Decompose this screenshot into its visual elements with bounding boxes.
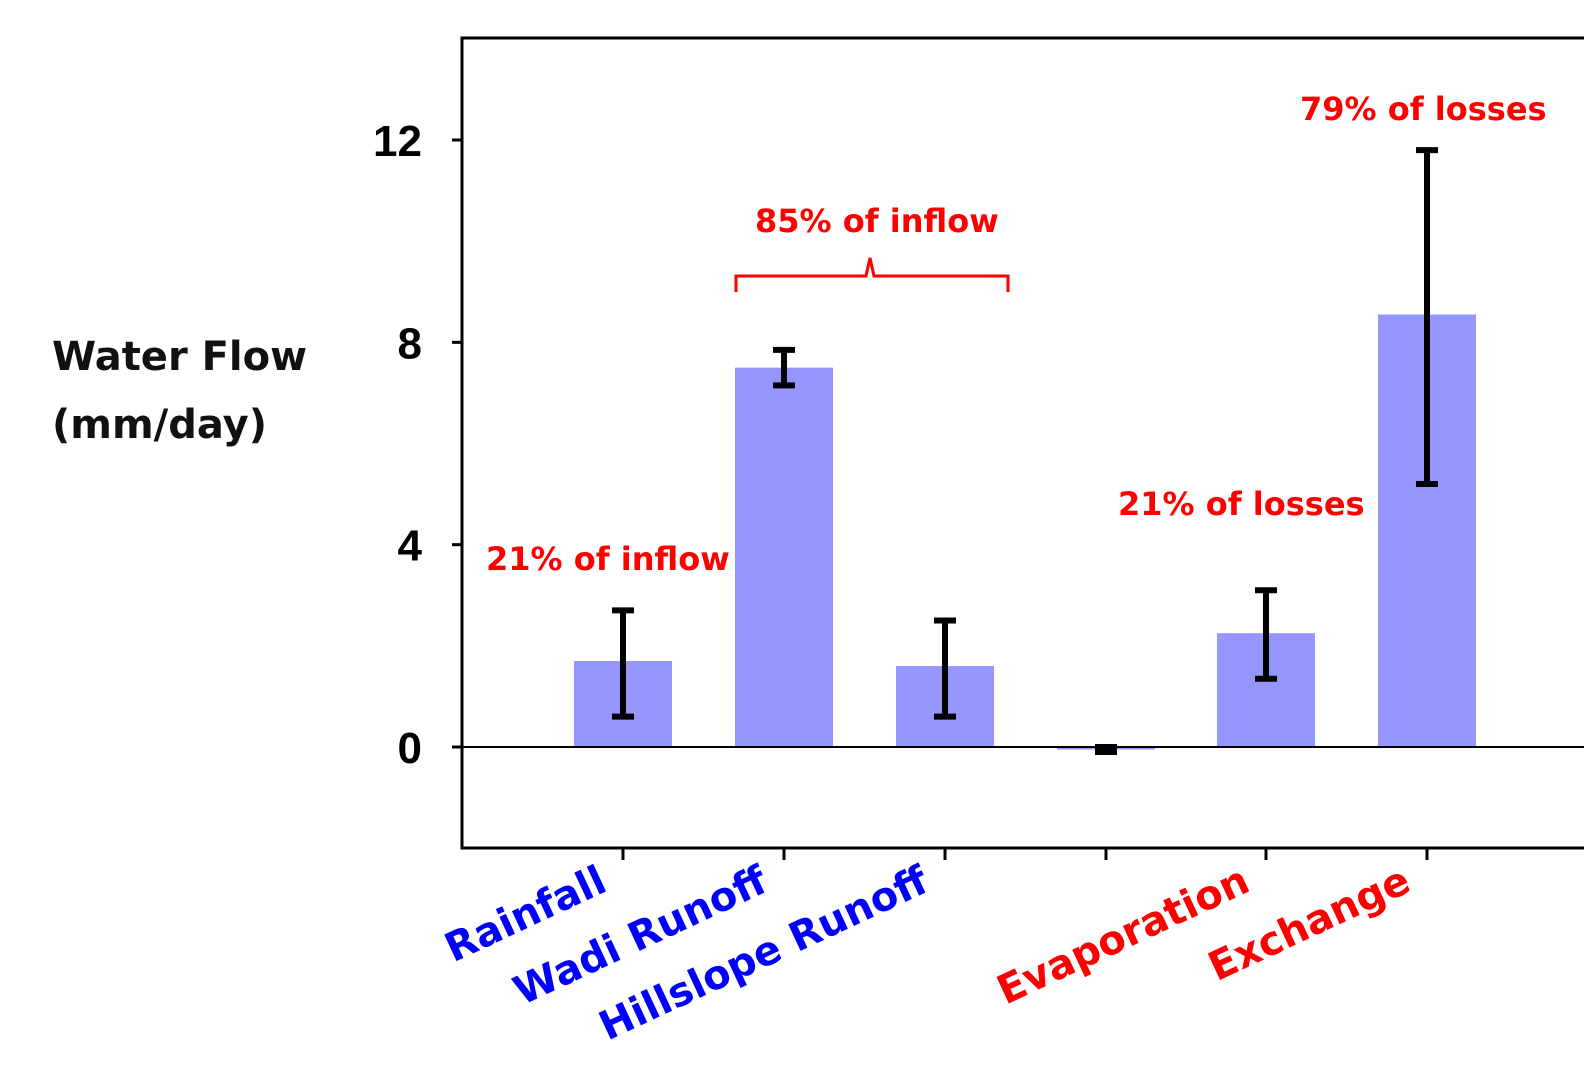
error-bar [612,607,634,720]
runoff-group-bracket [734,257,1010,292]
error-bars [612,147,1438,756]
error-bar [773,346,795,389]
y-tick-label: 8 [398,319,422,368]
y-tick-label: 4 [398,522,423,571]
y-tick-label: 0 [398,724,422,773]
error-bar [1095,744,1117,756]
annotation-exchange: 79% of losses [1300,90,1547,128]
bar [735,367,833,747]
x-axis-ticks [621,848,1429,860]
annotation-evaporation: 21% of losses [1118,485,1365,523]
x-category-label: Evaporation [990,857,1256,1014]
error-bar [1416,147,1438,487]
y-axis-ticks: 0 4 8 12 [373,117,462,773]
annotation-runoff-group: 85% of inflow [755,202,999,240]
annotation-rainfall: 21% of inflow [486,540,730,578]
y-tick-label: 12 [373,117,422,166]
y-axis-label-line2: (mm/day) [52,402,267,448]
bars [574,314,1476,750]
error-bar [1255,587,1277,682]
y-axis-label-line1: Water Flow [52,334,307,380]
plot-frame [460,36,1584,850]
error-bar [934,617,956,720]
